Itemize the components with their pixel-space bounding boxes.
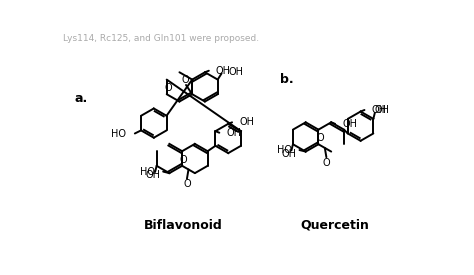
Text: HO: HO bbox=[277, 145, 292, 155]
Text: OH: OH bbox=[342, 119, 357, 129]
Text: O: O bbox=[323, 158, 330, 167]
Text: O: O bbox=[164, 83, 172, 94]
Text: OH: OH bbox=[372, 105, 386, 115]
Text: O: O bbox=[182, 75, 189, 85]
Text: Lys114, Rc125, and Gln101 were proposed.: Lys114, Rc125, and Gln101 were proposed. bbox=[63, 34, 259, 43]
Text: O: O bbox=[183, 179, 191, 189]
Text: HO: HO bbox=[110, 129, 126, 139]
Text: OH: OH bbox=[375, 104, 390, 115]
Text: OH: OH bbox=[216, 66, 231, 76]
Text: OH: OH bbox=[282, 148, 297, 158]
Text: OH: OH bbox=[145, 170, 160, 180]
Text: HO: HO bbox=[140, 167, 155, 177]
Text: OH: OH bbox=[226, 128, 241, 138]
Text: a.: a. bbox=[75, 92, 88, 105]
Text: O: O bbox=[180, 155, 188, 165]
Text: O: O bbox=[316, 133, 324, 144]
Text: OH: OH bbox=[239, 117, 254, 127]
Text: Biflavonoid: Biflavonoid bbox=[144, 219, 223, 232]
Text: b.: b. bbox=[280, 73, 294, 86]
Text: OH: OH bbox=[228, 67, 244, 77]
Text: Quercetin: Quercetin bbox=[300, 219, 369, 232]
